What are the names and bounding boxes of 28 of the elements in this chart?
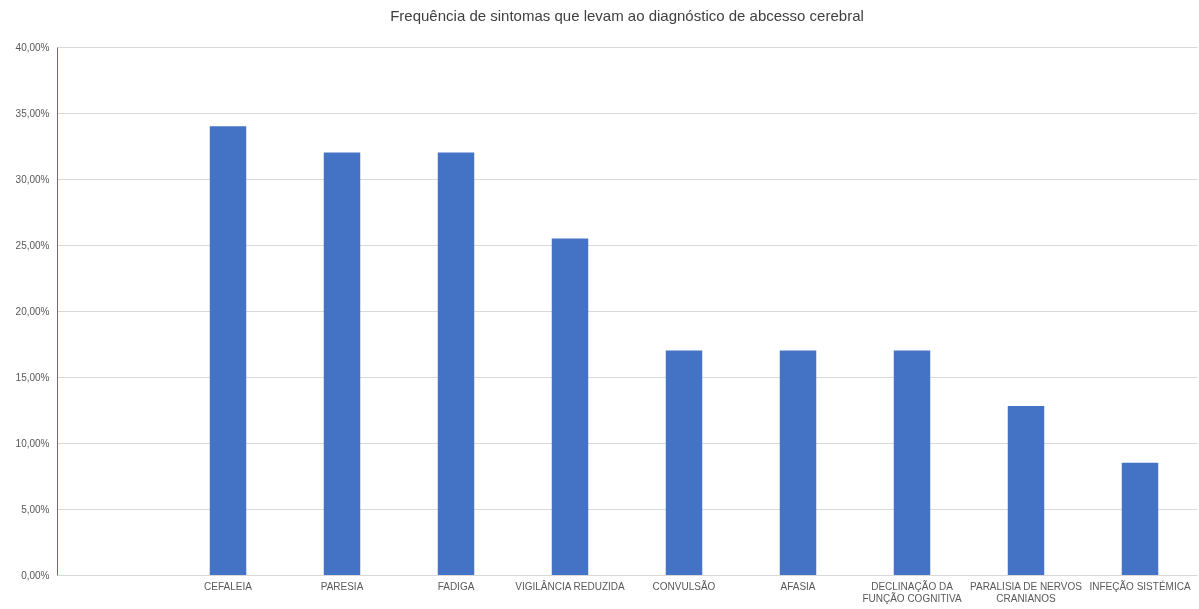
chart-title: Frequência de sintomas que levam ao diagnóstico de abcesso cerebral [390, 7, 864, 24]
bar [209, 126, 247, 575]
x-tick-label: INFEÇÃO SISTÉMICA [1089, 579, 1191, 592]
y-tick-label: 35,00% [15, 107, 50, 119]
x-tick-label: PARESIA [320, 580, 364, 592]
bar [665, 350, 703, 575]
y-tick-label: 0,00% [21, 569, 50, 581]
x-tick-label: FADIGA [437, 580, 475, 592]
y-tick-label: 5,00% [21, 503, 50, 515]
y-tick-label: 20,00% [15, 305, 50, 317]
y-tick-label: 30,00% [15, 173, 50, 185]
y-tick-label: 15,00% [15, 371, 50, 383]
x-tick-label: CEFALEIA [204, 580, 253, 592]
x-tick-label: CONVULSÃO [652, 579, 716, 592]
bar [323, 152, 361, 575]
bar [779, 350, 817, 575]
x-tick-label: AFASIA [780, 580, 816, 592]
y-tick-label: 10,00% [15, 437, 50, 449]
y-tick-label: 40,00% [15, 41, 50, 53]
bar [437, 152, 475, 575]
bar [551, 238, 589, 575]
bar [1121, 462, 1159, 575]
y-tick-label: 25,00% [15, 239, 50, 251]
x-tick-label: DECLINAÇÃO DA FUNÇÃO COGNITIVA [862, 579, 962, 604]
bar [1007, 406, 1045, 575]
bar [893, 350, 931, 575]
x-tick-label: PARALISIA DE NERVOS CRANIANOS [970, 580, 1083, 604]
x-tick-label: VIGILÂNCIA REDUZIDA [515, 579, 626, 592]
